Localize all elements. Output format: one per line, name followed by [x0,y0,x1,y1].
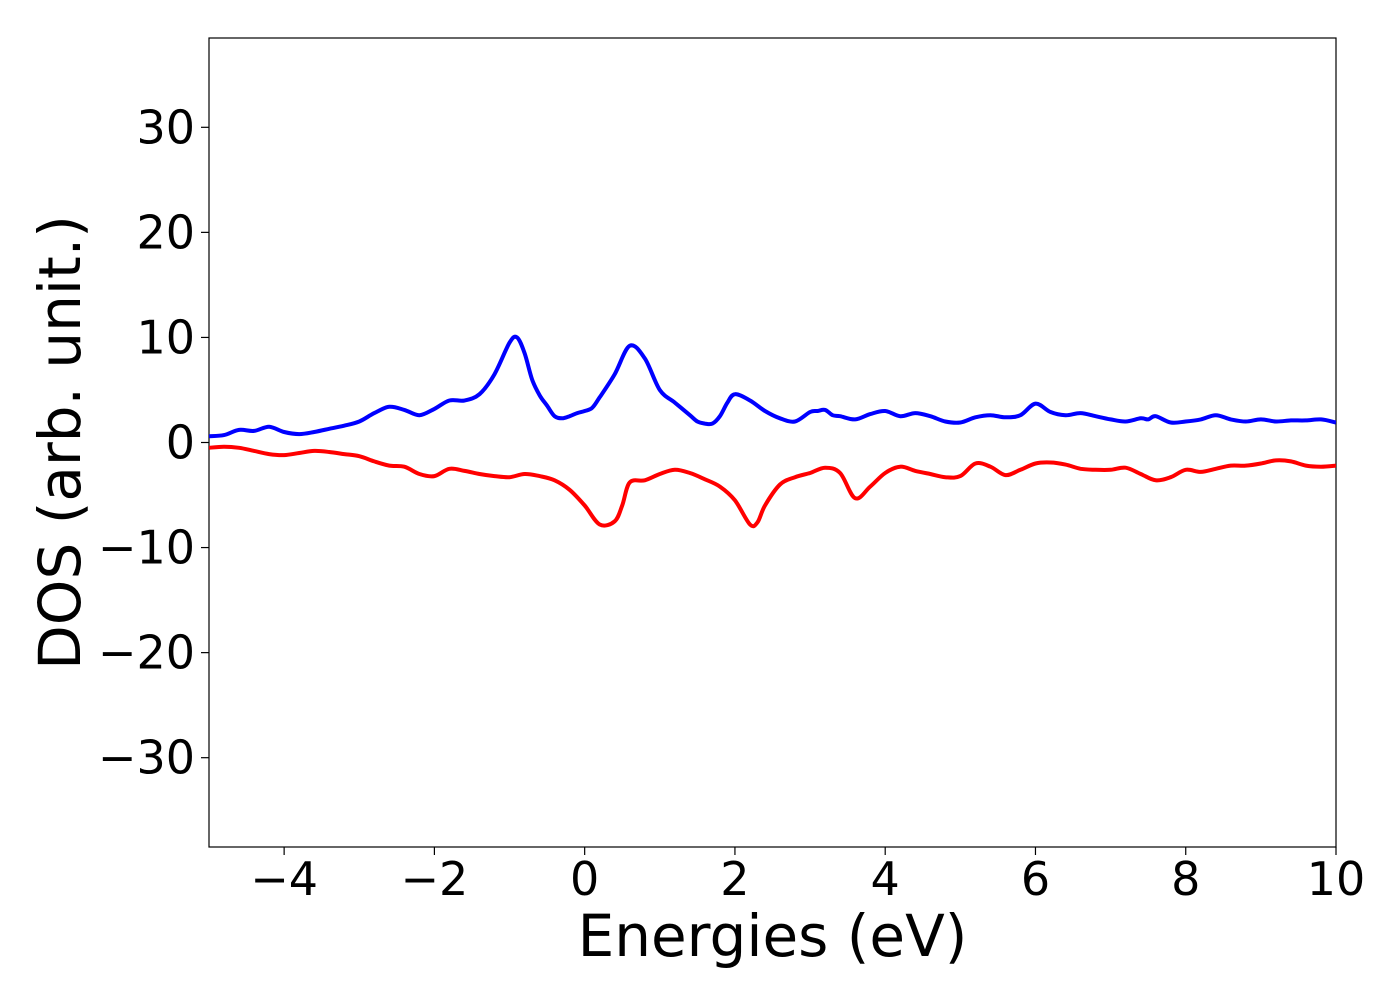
x-tick-label: 4 [871,852,900,906]
dos-series-line-blue [209,334,1336,439]
y-tick-label: 10 [136,310,195,364]
series-layer [209,334,1336,529]
plot-area-frame [208,37,1337,848]
y-tick-label: −20 [98,626,195,680]
y-axis-ticks: 30 20 10 0 −10 −20 −30 [98,100,209,785]
x-tick-label: 0 [570,852,599,906]
x-tick-label: 6 [1021,852,1050,906]
dos-series-line-red [209,444,1336,529]
x-axis-ticks: −4 −2 0 2 4 6 8 10 [250,847,1365,906]
x-axis-label: Energies (eV) [578,902,968,970]
y-tick-label: 20 [136,205,195,259]
x-tick-label: −4 [250,852,318,906]
y-tick-label: 0 [166,416,195,470]
x-tick-label: −2 [400,852,468,906]
x-tick-label: 10 [1307,852,1366,906]
x-tick-label: 2 [720,852,749,906]
x-tick-label: 8 [1171,852,1200,906]
y-tick-label: −10 [98,521,195,575]
y-axis-label: DOS (arb. unit.) [26,215,94,670]
y-tick-label: −30 [98,731,195,785]
y-tick-label: 30 [136,100,195,154]
